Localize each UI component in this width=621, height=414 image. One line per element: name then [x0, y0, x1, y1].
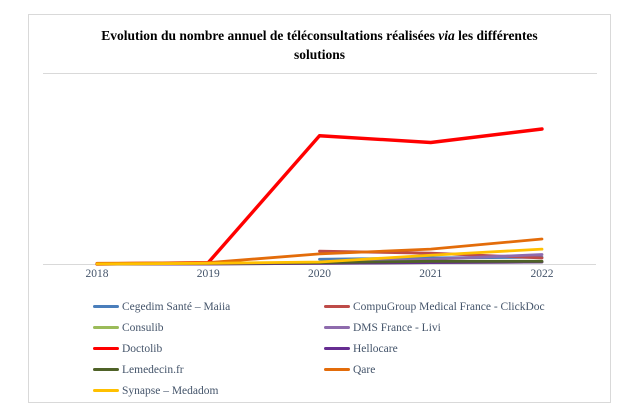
legend-label: Hellocare	[353, 342, 398, 355]
chart-title-suffix: les différentes solutions	[293, 28, 538, 62]
title-separator-line	[43, 73, 597, 74]
chart-title-prefix: Evolution du nombre annuel de téléconsul…	[101, 28, 439, 43]
legend-label: Lemedecin.fr	[122, 363, 184, 376]
legend-marker-icon	[324, 367, 350, 372]
legend-label: Synapse – Medadom	[122, 384, 219, 397]
legend-item: Doctolib	[93, 343, 324, 355]
legend-marker-icon	[324, 346, 350, 351]
legend-label: Qare	[353, 363, 376, 376]
legend-item: Hellocare	[324, 343, 545, 355]
x-axis-label: 2022	[530, 268, 554, 280]
legend-marker-icon	[93, 367, 119, 372]
legend-item: Synapse – Medadom	[93, 385, 324, 397]
chart-box: Evolution du nombre annuel de téléconsul…	[28, 14, 611, 403]
x-axis-label: 2018	[85, 268, 109, 280]
legend-label: CompuGroup Medical France - ClickDoc	[353, 300, 545, 313]
series-line-Synapse – Medadom	[95, 247, 544, 266]
x-axis-labels: 2018 2019 2020 2021 2022	[29, 268, 610, 284]
legend-marker-icon	[324, 304, 350, 309]
legend-item: CompuGroup Medical France - ClickDoc	[324, 301, 545, 313]
x-axis-label: 2021	[419, 268, 443, 280]
legend-item: Qare	[324, 364, 545, 376]
chart-title: Evolution du nombre annuel de téléconsul…	[89, 26, 551, 64]
legend-marker-icon	[93, 346, 119, 351]
legend-item: Consulib	[93, 322, 324, 334]
legend-marker-icon	[93, 304, 119, 309]
x-axis-label: 2020	[308, 268, 331, 280]
legend-marker-icon	[93, 388, 119, 393]
legend-marker-icon	[324, 325, 350, 330]
chart-title-via: via	[438, 28, 455, 43]
legend: Cegedim Santé – Maiia CompuGroup Medical …	[93, 296, 545, 401]
legend-label: Cegedim Santé – Maiia	[122, 300, 231, 313]
line-chart-svg	[43, 127, 596, 266]
legend-item: Cegedim Santé – Maiia	[93, 301, 324, 313]
legend-item: DMS France - Livi	[324, 322, 545, 334]
legend-item: Lemedecin.fr	[93, 364, 324, 376]
legend-label: Doctolib	[122, 342, 163, 355]
legend-marker-icon	[93, 325, 119, 330]
x-axis-label: 2019	[196, 268, 220, 280]
legend-label: DMS France - Livi	[353, 321, 441, 334]
legend-label: Consulib	[122, 321, 164, 334]
